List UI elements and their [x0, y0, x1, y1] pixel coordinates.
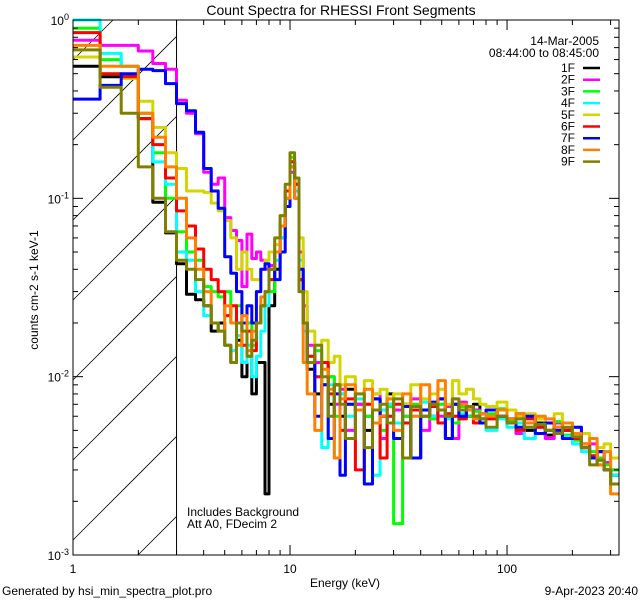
- shaded-region: [72, 19, 178, 556]
- plot-frame: [72, 19, 620, 556]
- legend-label-5F: 5F: [561, 108, 575, 122]
- legend-label-1F: 1F: [561, 61, 575, 75]
- legend-label-3F: 3F: [561, 84, 575, 98]
- y-tick-label: 100: [51, 12, 69, 28]
- y-tick-label: 10-1: [48, 190, 69, 206]
- hatch-line: [72, 196, 177, 301]
- hatch-line: [72, 36, 177, 141]
- legend-label-7F: 7F: [561, 131, 575, 145]
- annotation-attenuator: Att A0, FDecim 2: [187, 517, 277, 531]
- axes: 1 10 100 100 10-1 10-2 10-3: [48, 12, 620, 576]
- series-9F: [73, 48, 619, 486]
- legend-label-8F: 8F: [561, 143, 575, 157]
- legend-label-9F: 9F: [561, 155, 575, 169]
- legend-label-4F: 4F: [561, 96, 575, 110]
- legend-date: 14-Mar-2005: [530, 34, 599, 48]
- y-tick-label: 10-3: [48, 547, 69, 563]
- hatch-line: [72, 276, 177, 381]
- footer-timestamp: 9-Apr-2023 20:40: [545, 584, 639, 598]
- y-axis-label: counts cm-2 s-1 keV-1: [27, 230, 41, 350]
- hatch-line: [72, 116, 177, 221]
- x-tick-label: 100: [497, 562, 517, 576]
- hatch-line: [72, 356, 177, 461]
- legend-label-6F: 6F: [561, 120, 575, 134]
- chart-title: Count Spectra for RHESSI Front Segments: [206, 2, 475, 18]
- footer-generated-by: Generated by hsi_min_spectra_plot.pro: [2, 584, 212, 598]
- legend-label-2F: 2F: [561, 73, 575, 87]
- hatch-line: [72, 436, 177, 541]
- x-tick-label: 10: [283, 562, 297, 576]
- annotation-background: Includes Background: [187, 505, 299, 519]
- y-tick-label: 10-2: [48, 369, 69, 385]
- hatch-line: [137, 516, 177, 556]
- x-axis-label: Energy (keV): [310, 576, 380, 590]
- x-tick-label: 1: [70, 562, 77, 576]
- series-group: [73, 18, 619, 526]
- legend-time-range: 08:44:00 to 08:45:00: [489, 46, 599, 60]
